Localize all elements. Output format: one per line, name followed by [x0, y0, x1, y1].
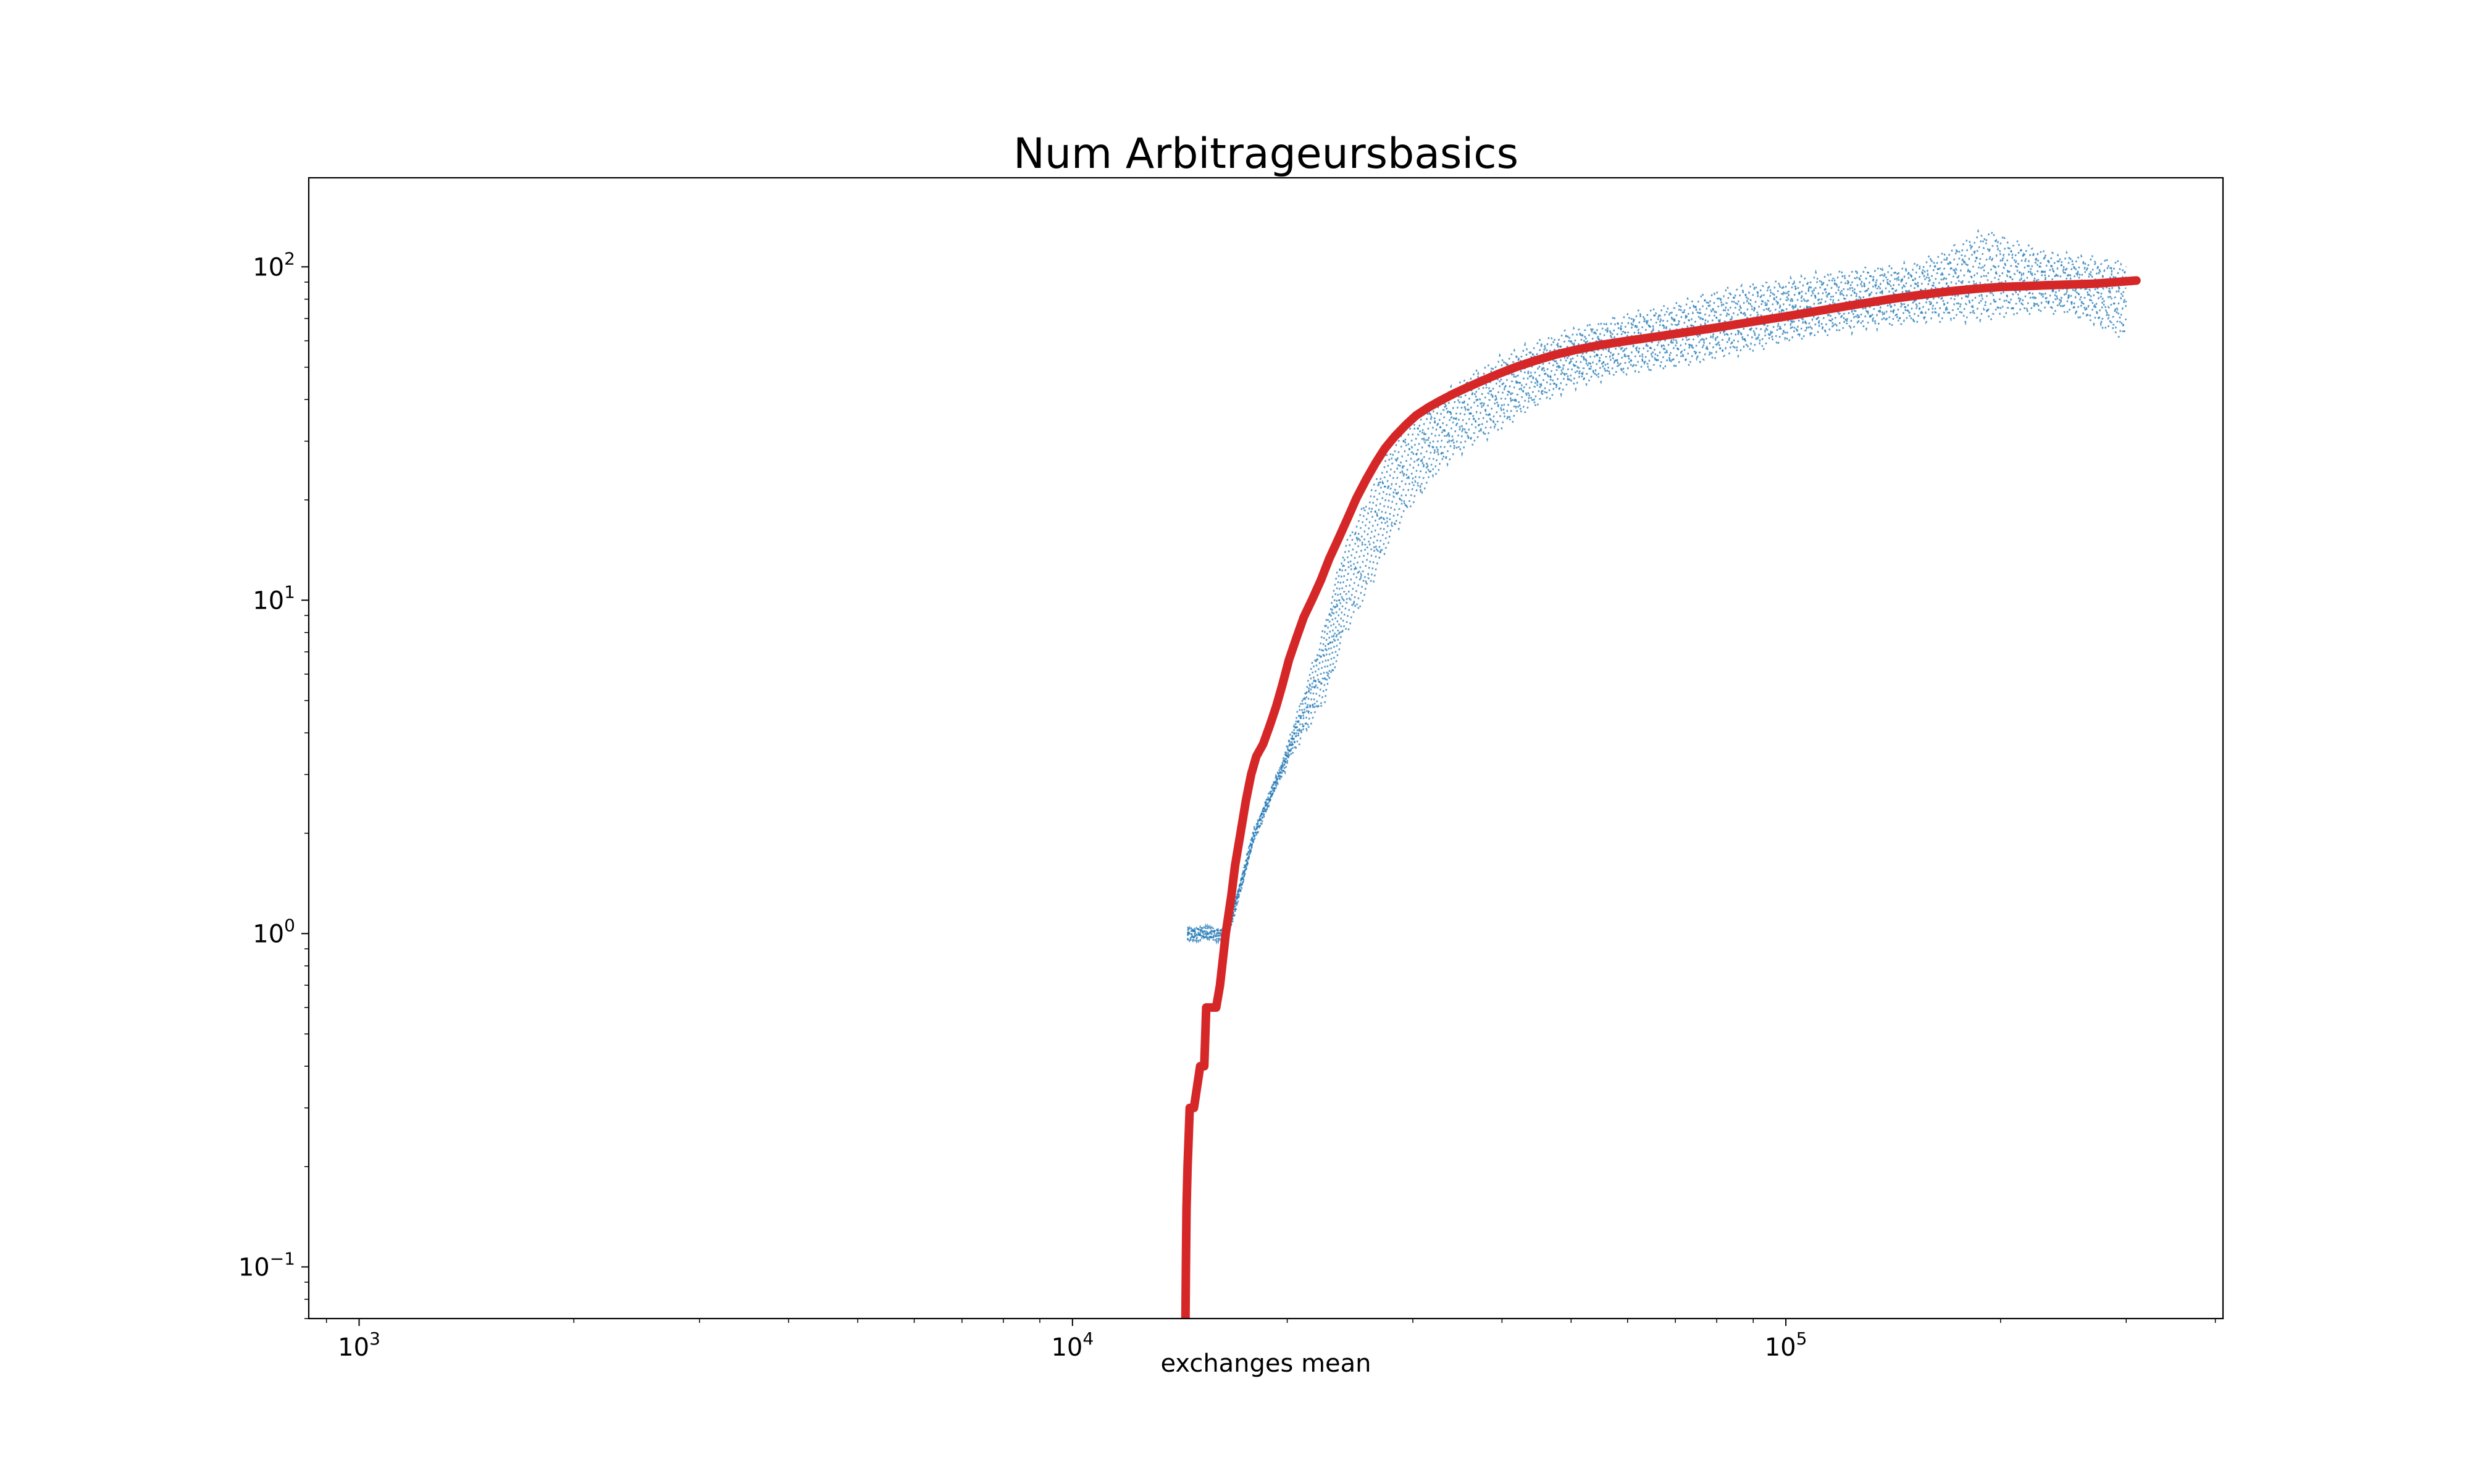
- x-tick-label: 104: [1051, 1328, 1094, 1362]
- y-tick-label: 102: [253, 248, 295, 281]
- run-trace: [1187, 278, 2127, 944]
- x-axis-label: exchanges mean: [1160, 1349, 1371, 1378]
- x-axis: 103 104 105: [325, 1319, 2216, 1362]
- mean-line: [1181, 276, 2141, 1319]
- individual-runs: [1186, 228, 2127, 945]
- chart-title: Num Arbitrageursbasics: [1013, 130, 1518, 178]
- y-tick-label: 101: [253, 582, 295, 615]
- axes-frame: [308, 177, 2224, 1320]
- run-trace: [1186, 254, 2127, 945]
- run-trace: [1187, 228, 2127, 945]
- plot-area: [1181, 228, 2141, 1319]
- y-tick-label: 100: [253, 915, 295, 948]
- x-tick-label: 105: [1765, 1328, 1807, 1362]
- y-tick-label: 10−1: [238, 1248, 295, 1282]
- y-axis: 10−1 100 101 102: [238, 248, 309, 1319]
- run-trace: [1187, 285, 2127, 944]
- x-tick-label: 103: [338, 1328, 380, 1362]
- run-trace: [1186, 246, 2127, 943]
